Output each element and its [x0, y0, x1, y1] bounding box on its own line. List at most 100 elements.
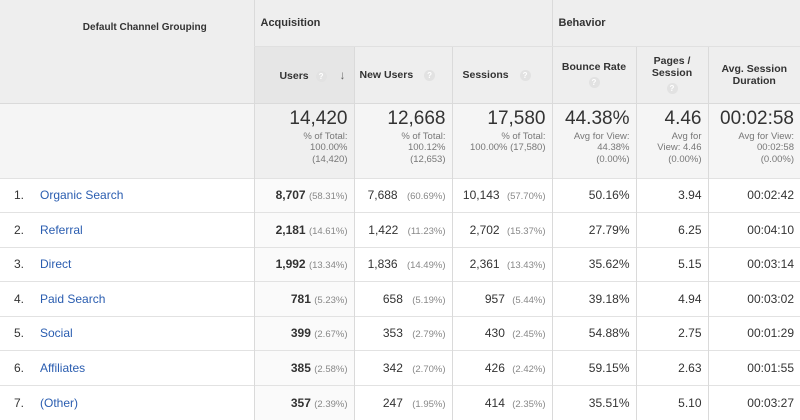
- pages-per-session-cell: 3.94: [636, 178, 708, 213]
- avg-duration-header-label-2: Duration: [709, 75, 800, 87]
- totals-label-cell: [0, 103, 254, 178]
- total-sessions-note: % of Total:: [453, 131, 546, 143]
- users-cell: 8,707 (58.31%): [254, 178, 354, 213]
- help-icon[interactable]: ?: [316, 71, 327, 82]
- users-header-label: Users: [279, 70, 308, 82]
- dimension-header[interactable]: Default Channel Grouping: [0, 0, 254, 103]
- total-sessions-cell: 17,580 % of Total: 100.00% (17,580): [452, 103, 552, 178]
- table-row: 6.Affiliates 385 (2.58%) 342 (2.70%) 426…: [0, 351, 800, 386]
- pages-per-session-column-header[interactable]: Pages / Session ?: [636, 46, 708, 103]
- users-column-header[interactable]: Users ? ↓: [254, 46, 354, 103]
- users-cell: 399 (2.67%): [254, 316, 354, 351]
- bounce-rate-cell: 50.16%: [552, 178, 636, 213]
- behavior-label: Behavior: [559, 17, 606, 29]
- table-row: 1.Organic Search 8,707 (58.31%) 7,688 (6…: [0, 178, 800, 213]
- total-pages-note: View: 4.46: [637, 142, 702, 154]
- row-index: 4.: [0, 292, 40, 306]
- users-percent: (5.23%): [314, 295, 347, 306]
- bounce-rate-cell: 35.62%: [552, 247, 636, 282]
- sessions-value: 414: [485, 396, 505, 410]
- sessions-cell: 2,702 (15.37%): [452, 213, 552, 248]
- users-value: 8,707: [276, 188, 306, 202]
- channel-link[interactable]: (Other): [40, 396, 78, 410]
- bounce-rate-value: 35.62%: [589, 257, 630, 271]
- total-new-users-note: % of Total:: [355, 131, 446, 143]
- total-users-note: (14,420): [255, 154, 348, 166]
- sessions-value: 2,361: [470, 257, 500, 271]
- users-cell: 385 (2.58%): [254, 351, 354, 386]
- table-row: 3.Direct 1,992 (13.34%) 1,836 (14.49%) 2…: [0, 247, 800, 282]
- users-value: 399: [291, 326, 311, 340]
- bounce-rate-cell: 35.51%: [552, 385, 636, 420]
- help-icon[interactable]: ?: [424, 70, 435, 81]
- pages-per-session-value: 3.94: [678, 188, 701, 202]
- avg-duration-value: 00:03:02: [747, 292, 794, 306]
- new-users-value: 7,688: [368, 188, 398, 202]
- channel-link[interactable]: Paid Search: [40, 292, 105, 306]
- total-duration-note: 00:02:58: [709, 142, 795, 154]
- channel-link[interactable]: Organic Search: [40, 188, 123, 202]
- avg-duration-value: 00:01:55: [747, 361, 794, 375]
- pages-per-session-value: 6.25: [678, 223, 701, 237]
- bounce-rate-cell: 27.79%: [552, 213, 636, 248]
- total-pages-per-session-cell: 4.46 Avg for View: 4.46 (0.00%): [636, 103, 708, 178]
- sessions-cell: 426 (2.42%): [452, 351, 552, 386]
- table-row: 5.Social 399 (2.67%) 353 (2.79%) 430 (2.…: [0, 316, 800, 351]
- channel-link[interactable]: Affiliates: [40, 361, 85, 375]
- sort-descending-icon[interactable]: ↓: [340, 68, 346, 82]
- new-users-cell: 7,688 (60.69%): [354, 178, 452, 213]
- pages-per-session-cell: 5.15: [636, 247, 708, 282]
- new-users-cell: 1,836 (14.49%): [354, 247, 452, 282]
- channel-link[interactable]: Direct: [40, 257, 71, 271]
- new-users-column-header[interactable]: New Users ?: [354, 46, 452, 103]
- users-cell: 2,181 (14.61%): [254, 213, 354, 248]
- total-bounce-rate-value: 44.38%: [553, 107, 630, 131]
- row-index: 5.: [0, 326, 40, 340]
- users-value: 385: [291, 361, 311, 375]
- total-avg-duration-value: 00:02:58: [709, 107, 795, 131]
- users-value: 2,181: [276, 223, 306, 237]
- avg-duration-cell: 00:03:02: [708, 282, 800, 317]
- pages-per-session-value: 2.63: [678, 361, 701, 375]
- sessions-cell: 430 (2.45%): [452, 316, 552, 351]
- users-value: 357: [291, 396, 311, 410]
- totals-row: 14,420 % of Total: 100.00% (14,420) 12,6…: [0, 103, 800, 178]
- new-users-percent: (2.70%): [412, 364, 445, 375]
- sessions-column-header[interactable]: Sessions ?: [452, 46, 552, 103]
- new-users-value: 1,836: [368, 257, 398, 271]
- pages-per-session-value: 5.10: [678, 396, 701, 410]
- avg-duration-cell: 00:01:55: [708, 351, 800, 386]
- new-users-percent: (1.95%): [412, 399, 445, 410]
- help-icon[interactable]: ?: [520, 70, 531, 81]
- avg-duration-cell: 00:02:42: [708, 178, 800, 213]
- total-new-users-note: (12,653): [355, 154, 446, 166]
- help-icon[interactable]: ?: [667, 83, 678, 94]
- new-users-percent: (14.49%): [407, 260, 446, 271]
- table-row: 2.Referral 2,181 (14.61%) 1,422 (11.23%)…: [0, 213, 800, 248]
- users-percent: (2.67%): [314, 329, 347, 340]
- bounce-rate-value: 27.79%: [589, 223, 630, 237]
- avg-duration-value: 00:03:14: [747, 257, 794, 271]
- pages-per-session-cell: 2.63: [636, 351, 708, 386]
- new-users-percent: (2.79%): [412, 329, 445, 340]
- bounce-rate-column-header[interactable]: Bounce Rate ?: [552, 46, 636, 103]
- help-icon[interactable]: ?: [589, 77, 600, 88]
- sessions-value: 430: [485, 326, 505, 340]
- users-value: 1,992: [276, 257, 306, 271]
- sessions-percent: (57.70%): [507, 191, 546, 202]
- sessions-percent: (13.43%): [507, 260, 546, 271]
- sessions-cell: 10,143 (57.70%): [452, 178, 552, 213]
- total-duration-note: Avg for View:: [709, 131, 795, 143]
- avg-session-duration-column-header[interactable]: Avg. Session Duration: [708, 46, 800, 103]
- total-bounce-rate-note: (0.00%): [553, 154, 630, 166]
- new-users-value: 342: [383, 361, 403, 375]
- avg-duration-cell: 00:03:27: [708, 385, 800, 420]
- channel-link[interactable]: Referral: [40, 223, 83, 237]
- new-users-value: 658: [383, 292, 403, 306]
- total-sessions-note: 100.00% (17,580): [453, 142, 546, 154]
- channel-link[interactable]: Social: [40, 326, 73, 340]
- bounce-rate-cell: 39.18%: [552, 282, 636, 317]
- new-users-cell: 342 (2.70%): [354, 351, 452, 386]
- bounce-rate-value: 54.88%: [589, 326, 630, 340]
